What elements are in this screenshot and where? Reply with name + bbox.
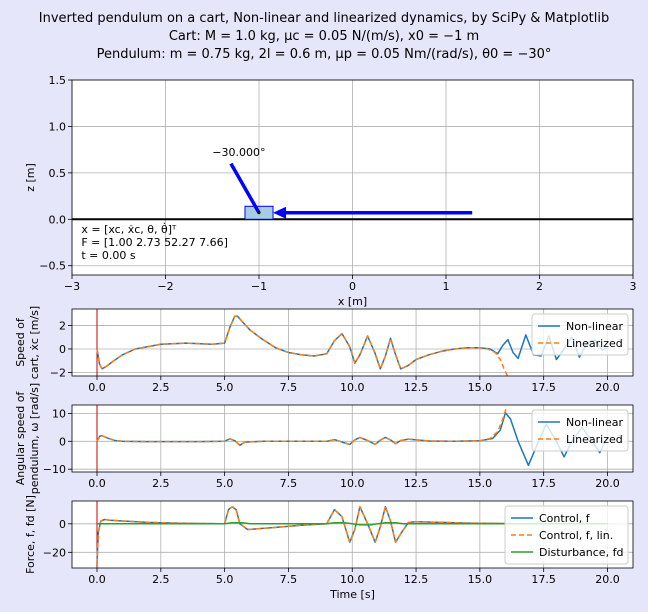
x-tick-label: −3 [64, 280, 80, 293]
force-arrow-head [273, 206, 287, 219]
title-line-3: Pendulum: m = 0.75 kg, 2l = 0.6 m, μp = … [97, 47, 552, 62]
title-line-2: Cart: M = 1.0 kg, μc = 0.05 N/(m/s), x0 … [169, 29, 479, 44]
x-tick-label: 2.5 [152, 573, 170, 586]
y-tick-label: −2 [50, 366, 66, 379]
legend-label-0: Non-linear [566, 416, 623, 429]
y-tick-label: 0.5 [49, 167, 67, 180]
pendulum-rod [229, 162, 261, 214]
x-tick-label: 20.0 [595, 573, 620, 586]
x-tick-label: 12.5 [404, 381, 429, 394]
x-axis-label: x [m] [338, 295, 367, 308]
y-tick-label: 10 [52, 407, 66, 420]
x-tick-label: −2 [157, 280, 173, 293]
scene-contents [72, 162, 633, 221]
x-tick-label: 1 [443, 280, 450, 293]
x-tick-label: 0.0 [88, 381, 106, 394]
legend-label-0: Non-linear [566, 320, 623, 333]
legend-label-2: Disturbance, fd [539, 546, 623, 559]
x-tick-label: 0.0 [88, 573, 106, 586]
y-tick-label: 0 [59, 343, 66, 356]
pendulum-speed-axes: 0.0 2.5 5.0 7.5 10.0 12.5 15.0 17.5 20.0 −10 0 10 No… [14, 383, 634, 494]
series-group [96, 501, 608, 568]
y-tick-label: −0.5 [39, 260, 66, 273]
legend: Non-linear Linearized [531, 313, 629, 356]
angle-label: −30.000° [212, 146, 265, 159]
x-tick-label: 3 [630, 280, 637, 293]
state-text-line: x = [xc, ẋc, θ, θ̇]ᵀ [81, 222, 177, 236]
cart-speed-axes: 0.0 2.5 5.0 7.5 10.0 12.5 15.0 17.5 20.0 −2 0 2 Non-… [14, 306, 634, 394]
legend-box [531, 313, 629, 356]
y-tick-label: 1.0 [49, 120, 67, 133]
legend: Control, f Control, f, lin. Disturbance, f… [504, 505, 629, 565]
y-tick-label: 2 [59, 319, 66, 332]
axes-frame [71, 404, 634, 473]
x-tick-label: 15.0 [468, 381, 493, 394]
y-axis-label-line: cart, ẋc [m/s] [28, 306, 41, 379]
figure-title: Inverted pendulum on a cart, Non-linear … [39, 11, 609, 62]
x-tick-label: 20.0 [595, 477, 620, 490]
x-tick-label: 12.5 [404, 477, 429, 490]
x-tick-label: 10.0 [340, 573, 365, 586]
x-tick-label: 15.0 [468, 573, 493, 586]
y-axis-label-line: pendulum, ω [rad/s] [28, 383, 41, 494]
x-tick-label: 0.0 [88, 477, 106, 490]
x-tick-label: 2.5 [152, 381, 170, 394]
y-axis-label-line: Angular speed of [14, 391, 27, 486]
title-line-1: Inverted pendulum on a cart, Non-linear … [39, 11, 609, 26]
series-line-2 [97, 521, 608, 526]
axes-frame [71, 308, 634, 377]
legend-box [504, 505, 629, 565]
legend-label-1: Linearized [566, 433, 623, 446]
y-tick-label: −10 [43, 463, 66, 476]
x-tick-label: 5.0 [216, 477, 234, 490]
x-tick-label: 7.5 [280, 381, 298, 394]
x-tick-label: 7.5 [280, 477, 298, 490]
state-text-line: F = [1.00 2.73 52.27 7.66] [81, 236, 228, 249]
x-tick-label: 7.5 [280, 573, 298, 586]
y-tick-label: 1.5 [49, 74, 67, 87]
pendulum-pivot [257, 211, 261, 215]
y-tick-label: −20 [43, 546, 66, 559]
y-axis-label: Force, f, fd [N] [24, 495, 37, 574]
x-tick-label: 2 [536, 280, 543, 293]
x-tick-label: 0 [349, 280, 356, 293]
legend-box [531, 409, 629, 452]
legend: Non-linear Linearized [531, 409, 629, 452]
y-tick-label: 0.0 [49, 213, 67, 226]
x-tick-label: 17.5 [531, 477, 556, 490]
x-tick-label: 15.0 [468, 477, 493, 490]
x-tick-label: 2.5 [152, 477, 170, 490]
y-tick-label: 0 [59, 435, 66, 448]
x-tick-label: 12.5 [404, 573, 429, 586]
y-axis-label: z [m] [24, 163, 37, 192]
axes-frame [71, 79, 634, 276]
legend-label-0: Control, f [539, 512, 591, 525]
x-tick-label: 17.5 [531, 573, 556, 586]
x-tick-label: 20.0 [595, 381, 620, 394]
x-tick-label: 5.0 [216, 573, 234, 586]
x-tick-label: 17.5 [531, 381, 556, 394]
scene-axes: −3 −2 −1 0 1 2 3 −0.5 0.0 0.5 1.0 1.5 −30.000° x = [x… [24, 74, 637, 308]
y-tick-label: 0 [59, 518, 66, 531]
x-tick-label: 10.0 [340, 477, 365, 490]
axes-frame [71, 500, 634, 569]
legend-label-1: Linearized [566, 337, 623, 350]
x-tick-label: −1 [251, 280, 267, 293]
force-axes: 0.0 2.5 5.0 7.5 10.0 12.5 15.0 17.5 20.0 −20 0 Cont… [24, 495, 634, 601]
x-axis-label: Time [s] [329, 588, 375, 601]
state-text-line: t = 0.00 s [81, 249, 136, 262]
y-axis-label-line: Speed of [14, 317, 27, 367]
legend-label-1: Control, f, lin. [539, 529, 613, 542]
x-tick-label: 5.0 [216, 381, 234, 394]
series-line-1 [96, 505, 506, 564]
x-tick-label: 10.0 [340, 381, 365, 394]
series-line-1 [96, 315, 509, 376]
